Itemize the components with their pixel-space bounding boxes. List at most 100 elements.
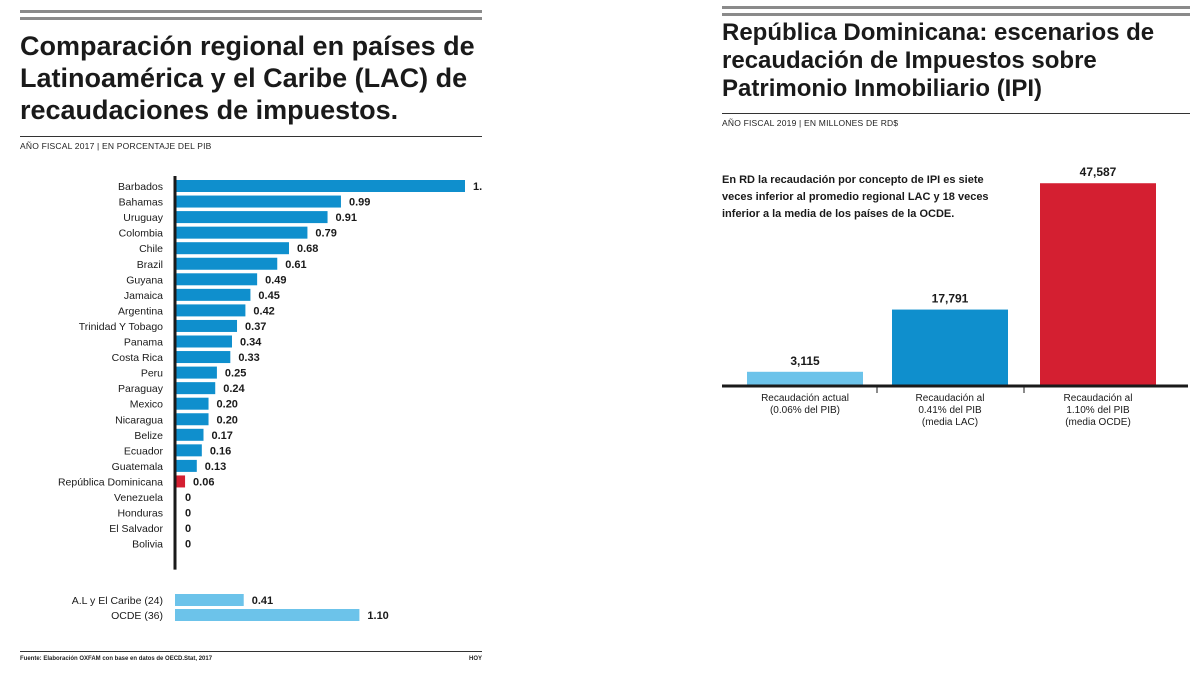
- bar: [175, 382, 216, 395]
- category-label: Guyana: [126, 274, 163, 286]
- data-label: 0.33: [238, 352, 259, 364]
- category-label: El Salvador: [109, 523, 163, 535]
- data-label: 0.34: [240, 337, 262, 349]
- category-label: Argentina: [118, 305, 163, 317]
- category-label: Costa Rica: [112, 352, 164, 364]
- bar: [175, 211, 328, 224]
- category-label: 1.10% del PIB: [1066, 405, 1130, 416]
- data-label: 0.25: [225, 368, 246, 380]
- left-footer: Fuente: Elaboración OXFAM con base en da…: [20, 651, 482, 662]
- category-label: Paraguay: [118, 383, 164, 395]
- data-label: 0.42: [253, 305, 274, 317]
- left-chart-subtitle: AÑO FISCAL 2017 | EN PORCENTAJE DEL PIB: [20, 136, 482, 151]
- bar: [175, 257, 278, 270]
- bar: [175, 226, 308, 239]
- bar: [175, 351, 231, 364]
- data-label: 0: [185, 508, 191, 520]
- bar: [175, 335, 232, 348]
- bar: [175, 180, 465, 192]
- category-label: (0.06% del PIB): [770, 405, 840, 416]
- bar: [892, 309, 1008, 385]
- data-label: 0.99: [349, 197, 370, 209]
- bar: [175, 413, 209, 426]
- reference-data-label: 0.41: [252, 595, 273, 607]
- bar: [175, 195, 341, 208]
- category-label: Recaudación al: [1064, 393, 1133, 404]
- data-label: 0.79: [315, 228, 336, 240]
- data-label: 0.45: [258, 290, 279, 302]
- category-label: Ecuador: [124, 445, 164, 457]
- data-label: 0.13: [205, 461, 226, 473]
- category-label: 0.41% del PIB: [918, 405, 982, 416]
- data-label: 0.20: [217, 414, 238, 426]
- horizontal-bar-chart: Barbados 1.73 Bahamas 0.99 Uruguay 0.91 Colomb…: [58, 176, 482, 622]
- bar: [175, 319, 238, 332]
- reference-label: A.L y El Caribe (24): [72, 595, 163, 607]
- data-label: 0.91: [336, 212, 357, 224]
- reference-label: OCDE (36): [111, 610, 163, 622]
- data-label: 0.20: [217, 399, 238, 411]
- source-note: Fuente: Elaboración OXFAM con base en da…: [20, 656, 213, 662]
- category-label: (media OCDE): [1065, 417, 1131, 428]
- bar: [175, 242, 289, 255]
- category-label: Mexico: [130, 399, 163, 411]
- category-label: Belize: [134, 430, 163, 442]
- bar: [175, 273, 258, 286]
- data-label: 1.73: [473, 181, 482, 193]
- reference-data-label: 1.10: [367, 610, 388, 622]
- bar: [175, 288, 251, 301]
- category-label: República Dominicana: [58, 476, 163, 488]
- vertical-bar-chart: 3,115 Recaudación actual(0.06% del PIB) 17…: [722, 165, 1188, 428]
- category-label: Brazil: [137, 259, 163, 271]
- bar: [175, 459, 197, 472]
- category-label: Jamaica: [124, 290, 163, 302]
- data-label: 17,791: [932, 292, 969, 306]
- data-label: 3,115: [790, 354, 820, 368]
- bar: [175, 397, 209, 410]
- data-label: 0.68: [297, 243, 318, 255]
- chart-description: En RD la recaudación por concepto de IPI…: [722, 174, 989, 220]
- data-label: 0.61: [285, 259, 306, 271]
- category-label: Trinidad Y Tobago: [79, 321, 163, 333]
- right-chart-subtitle: AÑO FISCAL 2019 | EN MILLONES DE RD$: [722, 113, 1190, 128]
- data-label: 0.24: [223, 383, 245, 395]
- right-chart-title: República Dominicana: escenarios de reca…: [722, 19, 1155, 102]
- bar: [175, 304, 246, 317]
- data-label: 47,587: [1080, 165, 1117, 179]
- data-label: 0.17: [211, 430, 232, 442]
- credit-note: HOY: [468, 656, 482, 662]
- category-label: Recaudación actual: [761, 393, 849, 404]
- bar: [1040, 183, 1156, 385]
- bar: [175, 475, 186, 488]
- reference-bar: [175, 609, 360, 621]
- bar: [175, 444, 202, 457]
- category-label: Colombia: [119, 228, 164, 240]
- data-label: 0.49: [265, 274, 286, 286]
- category-label: Honduras: [117, 508, 163, 520]
- top-rule: [20, 10, 482, 20]
- category-label: Nicaragua: [115, 414, 163, 426]
- category-label: Barbados: [118, 181, 163, 193]
- bar: [175, 366, 217, 379]
- category-label: Venezuela: [114, 492, 163, 504]
- category-label: Panama: [124, 337, 163, 349]
- category-label: Peru: [141, 368, 163, 380]
- category-label: Bolivia: [132, 539, 163, 551]
- category-label: Guatemala: [112, 461, 164, 473]
- category-label: Recaudación al: [916, 393, 985, 404]
- data-label: 0: [185, 539, 191, 551]
- reference-bar: [175, 594, 244, 606]
- bar: [175, 428, 204, 441]
- data-label: 0: [185, 492, 191, 504]
- category-label: Uruguay: [123, 212, 163, 224]
- left-chart-title: Comparación regional en países de Latino…: [20, 31, 475, 125]
- category-label: Bahamas: [119, 197, 163, 209]
- data-label: 0.16: [210, 445, 231, 457]
- top-rule: [722, 6, 1190, 16]
- category-label: (media LAC): [922, 417, 978, 428]
- data-label: 0.37: [245, 321, 266, 333]
- data-label: 0.06: [193, 476, 214, 488]
- data-label: 0: [185, 523, 191, 535]
- bar: [747, 371, 863, 385]
- category-label: Chile: [139, 243, 163, 255]
